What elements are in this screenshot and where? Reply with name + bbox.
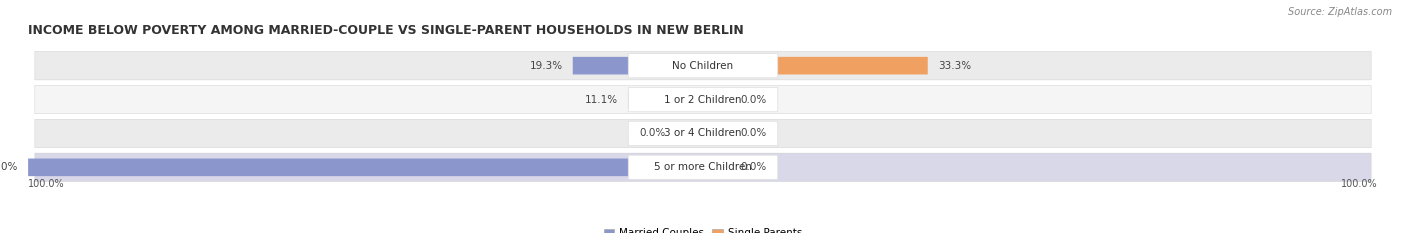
FancyBboxPatch shape xyxy=(703,91,730,108)
FancyBboxPatch shape xyxy=(628,121,778,146)
Text: No Children: No Children xyxy=(672,61,734,71)
FancyBboxPatch shape xyxy=(628,91,703,108)
FancyBboxPatch shape xyxy=(572,57,703,75)
FancyBboxPatch shape xyxy=(703,125,730,142)
FancyBboxPatch shape xyxy=(676,125,703,142)
Text: 19.3%: 19.3% xyxy=(530,61,562,71)
Text: 5 or more Children: 5 or more Children xyxy=(654,162,752,172)
Text: INCOME BELOW POVERTY AMONG MARRIED-COUPLE VS SINGLE-PARENT HOUSEHOLDS IN NEW BER: INCOME BELOW POVERTY AMONG MARRIED-COUPL… xyxy=(28,24,744,37)
FancyBboxPatch shape xyxy=(28,158,703,176)
Text: 0.0%: 0.0% xyxy=(740,162,766,172)
Text: 0.0%: 0.0% xyxy=(640,128,666,138)
Text: 1 or 2 Children: 1 or 2 Children xyxy=(664,95,742,105)
Text: 33.3%: 33.3% xyxy=(938,61,972,71)
FancyBboxPatch shape xyxy=(703,57,928,75)
Legend: Married Couples, Single Parents: Married Couples, Single Parents xyxy=(599,224,807,233)
FancyBboxPatch shape xyxy=(35,51,1371,80)
FancyBboxPatch shape xyxy=(628,87,778,112)
Text: 0.0%: 0.0% xyxy=(740,95,766,105)
Text: 100.0%: 100.0% xyxy=(28,179,65,189)
FancyBboxPatch shape xyxy=(628,53,778,78)
Text: Source: ZipAtlas.com: Source: ZipAtlas.com xyxy=(1288,7,1392,17)
Text: 11.1%: 11.1% xyxy=(585,95,619,105)
FancyBboxPatch shape xyxy=(628,155,778,180)
Text: 100.0%: 100.0% xyxy=(1341,179,1378,189)
FancyBboxPatch shape xyxy=(703,158,730,176)
Text: 100.0%: 100.0% xyxy=(0,162,18,172)
FancyBboxPatch shape xyxy=(35,119,1371,148)
FancyBboxPatch shape xyxy=(35,85,1371,114)
Text: 0.0%: 0.0% xyxy=(740,128,766,138)
FancyBboxPatch shape xyxy=(35,153,1371,182)
Text: 3 or 4 Children: 3 or 4 Children xyxy=(664,128,742,138)
